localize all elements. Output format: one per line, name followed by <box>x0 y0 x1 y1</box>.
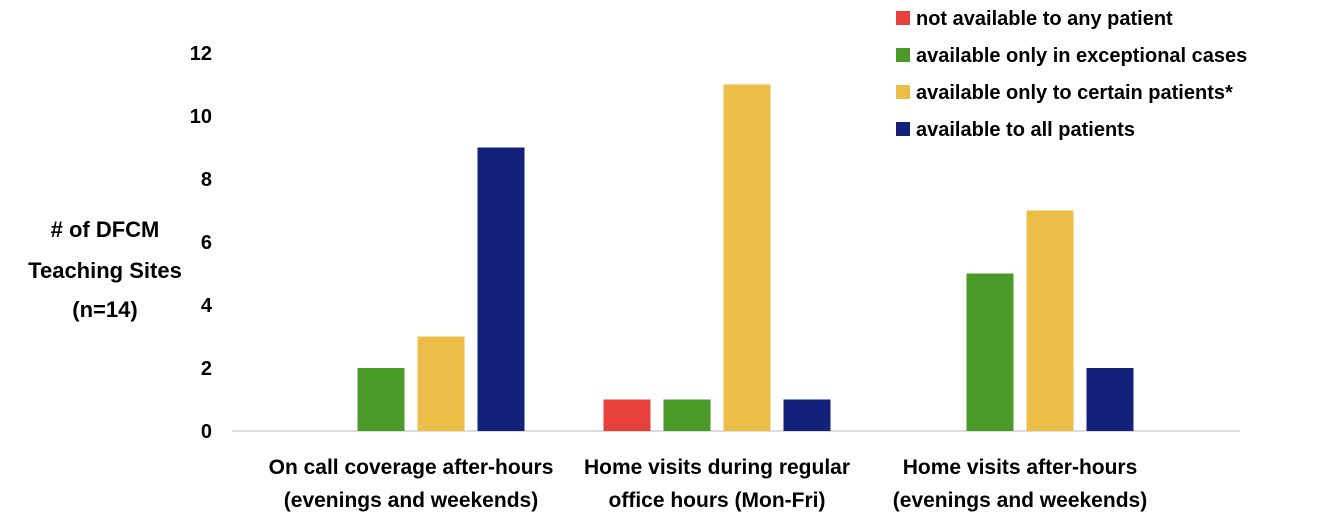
x-category-label-line: Home visits during regular <box>584 456 850 479</box>
bar <box>663 399 711 431</box>
legend-label: available only to certain patients* <box>916 82 1233 104</box>
legend-swatch <box>896 85 910 99</box>
bar <box>966 273 1014 431</box>
y-axis-label-line: # of DFCM <box>51 217 160 242</box>
x-category-label-line: Home visits after-hours <box>903 456 1138 479</box>
y-axis-ticks: 0 2 4 6 8 10 12 <box>190 43 213 443</box>
legend-swatch <box>896 122 910 136</box>
y-tick-label: 0 <box>201 421 212 443</box>
y-tick-label: 4 <box>201 295 213 317</box>
bar <box>1026 210 1074 431</box>
x-category-label-line: (evenings and weekends) <box>893 489 1147 512</box>
y-axis-label: # of DFCM Teaching Sites (n=14) <box>28 217 182 322</box>
bar <box>1086 368 1134 431</box>
x-category-label-line: On call coverage after-hours <box>269 456 554 479</box>
y-tick-label: 12 <box>190 43 212 65</box>
bars <box>357 84 1134 431</box>
legend-label: available to all patients <box>916 119 1135 141</box>
legend-swatch <box>896 11 910 25</box>
legend: not available to any patient available on… <box>896 8 1247 141</box>
x-category-label-line: (evenings and weekends) <box>284 489 538 512</box>
y-axis-label-line: Teaching Sites <box>28 258 182 283</box>
bar <box>417 336 465 431</box>
bar <box>477 147 525 431</box>
bar <box>603 399 651 431</box>
x-category-label-line: office hours (Mon-Fri) <box>609 489 826 512</box>
x-axis-category-labels: On call coverage after-hours (evenings an… <box>269 456 1148 512</box>
legend-label: not available to any patient <box>916 8 1173 30</box>
bar <box>723 84 771 431</box>
y-tick-label: 8 <box>201 169 212 191</box>
bar <box>357 368 405 431</box>
y-axis-label-line: (n=14) <box>72 297 137 322</box>
legend-swatch <box>896 48 910 62</box>
y-tick-label: 10 <box>190 106 212 128</box>
y-tick-label: 2 <box>201 358 212 380</box>
y-tick-label: 6 <box>201 232 212 254</box>
legend-label: available only in exceptional cases <box>916 45 1247 67</box>
bar <box>783 399 831 431</box>
